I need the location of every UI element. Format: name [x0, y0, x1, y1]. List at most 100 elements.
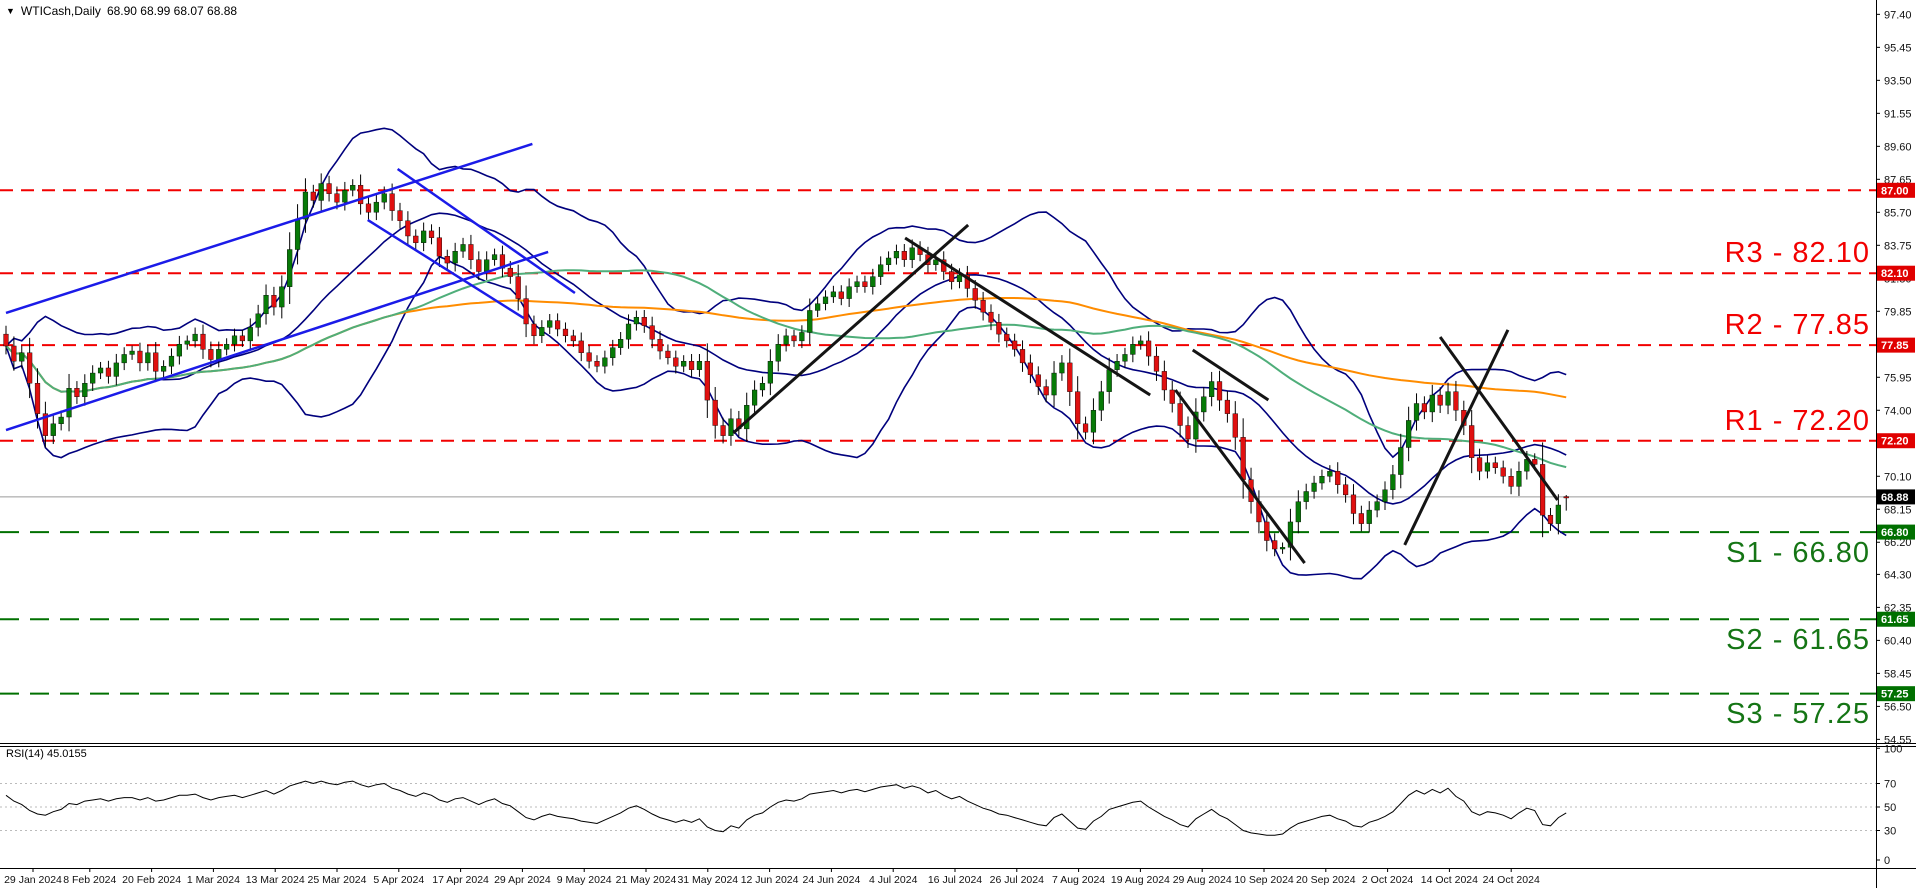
candle-body-up	[909, 247, 915, 260]
candle-body-down	[515, 276, 521, 299]
candle-body-down	[586, 352, 592, 362]
candle-body-up	[192, 333, 198, 342]
y-axis-tick-label: 74.00	[1884, 405, 1912, 417]
candle-body-down	[1012, 340, 1018, 350]
candle-body-down	[1264, 521, 1270, 541]
candle-body-down	[1358, 513, 1364, 524]
candle-body-down	[1043, 386, 1049, 396]
candle-body-down	[1177, 403, 1183, 426]
candle-body-up	[1138, 340, 1144, 345]
candle-body-down	[594, 361, 600, 367]
candle-body-down	[1232, 413, 1238, 438]
y-axis-price-box	[1877, 433, 1915, 449]
candle-body-down	[1421, 403, 1428, 413]
candle-body-up	[113, 362, 119, 377]
rsi-line	[5, 780, 1567, 836]
support-label-s2: S2 - 61.65	[1726, 624, 1870, 656]
candle-body-up	[1382, 489, 1388, 502]
candle-body-up	[1484, 462, 1491, 472]
candle-body-up	[318, 183, 324, 201]
candle-body-down	[1335, 470, 1341, 485]
candle-body-up	[1555, 504, 1561, 524]
candle-body-down	[712, 399, 718, 426]
candle-body-up	[50, 423, 56, 436]
candle-body-up	[19, 352, 25, 362]
candle-body-up	[350, 185, 356, 191]
candle-body-up	[452, 251, 458, 264]
candle-body-up	[1114, 361, 1120, 370]
sma-fast-green-line	[5, 269, 1567, 469]
candle-body-down	[531, 323, 537, 337]
candle-body-down	[1075, 391, 1081, 425]
candle-body-down	[1500, 467, 1506, 477]
candle-body-up	[1406, 420, 1412, 448]
candle-body-down	[673, 357, 679, 367]
bollinger-lower-line	[5, 255, 1567, 580]
y-axis-tick-label: 75.95	[1884, 372, 1912, 384]
candle-body-up	[224, 344, 230, 350]
x-axis-date-label: 2 Oct 2024	[1362, 874, 1414, 886]
candle-body-down	[334, 193, 340, 203]
black-pattern-line-4	[1174, 389, 1306, 564]
candle-body-down	[996, 322, 1002, 335]
candle-body-down	[562, 328, 569, 337]
candle-body-down	[326, 183, 332, 194]
candle-body-up	[58, 416, 64, 425]
candle-body-up	[66, 388, 72, 418]
candle-body-up	[846, 286, 852, 299]
candle-body-up	[728, 418, 734, 436]
candle-body-down	[444, 256, 450, 264]
x-axis-date-label: 1 Mar 2024	[187, 874, 240, 886]
symbol-dropdown-icon[interactable]: ▼	[6, 6, 15, 16]
candle-body-down	[1145, 340, 1152, 357]
candle-body-down	[507, 267, 513, 277]
candle-body-up	[1429, 394, 1435, 413]
y-axis-price-box-label: 66.80	[1881, 527, 1909, 539]
candle-body-down	[137, 350, 143, 364]
y-axis-price-box	[1877, 686, 1915, 702]
y-axis-price-box-label: 72.20	[1881, 436, 1909, 448]
candle-body-down	[1035, 374, 1041, 387]
candle-body-down	[1185, 425, 1191, 440]
candle-body-up	[1413, 403, 1420, 421]
candle-body-down	[1027, 362, 1034, 375]
candle-body-down	[74, 388, 80, 397]
rsi-axis-tick-label: 100	[1884, 743, 1902, 755]
candle-body-down	[358, 185, 364, 205]
candle-body-up	[807, 310, 813, 333]
candle-body-up	[1303, 491, 1309, 502]
candle-body-down	[665, 350, 671, 359]
candle-body-up	[1295, 501, 1301, 523]
candle-body-down	[105, 367, 112, 377]
candle-body-up	[90, 372, 96, 384]
symbol-timeframe-label: WTICash,Daily	[20, 4, 101, 18]
support-label-s1: S1 - 66.80	[1726, 537, 1870, 569]
candle-body-down	[397, 210, 403, 221]
y-axis-tick-label: 85.70	[1884, 207, 1912, 219]
y-axis-tick-label: 91.55	[1884, 108, 1912, 120]
candle-body-up	[1201, 396, 1207, 413]
black-pattern-line-3	[1191, 348, 1270, 402]
black-pattern-line-5	[1403, 329, 1510, 546]
candle-body-up	[625, 323, 632, 340]
candle-body-up	[168, 355, 175, 367]
y-axis-tick-label: 58.45	[1884, 668, 1912, 680]
candle-body-down	[1563, 496, 1569, 499]
x-axis-date-label: 7 Aug 2024	[1052, 874, 1105, 886]
rsi-indicator-label: RSI(14) 45.0155	[6, 748, 87, 760]
chart-title: ▼ WTICash,Daily 68.90 68.99 68.07 68.88	[6, 4, 237, 18]
candle-body-down	[1153, 355, 1160, 372]
black-pattern-line-6	[1438, 336, 1559, 501]
candle-body-up	[854, 281, 860, 287]
candle-body-down	[972, 288, 978, 301]
candle-body-up	[956, 274, 963, 282]
y-axis-tick-label: 60.40	[1884, 635, 1912, 647]
candle-body-up	[744, 404, 750, 430]
candle-body-down	[1437, 394, 1443, 406]
bollinger-upper-line	[5, 127, 1567, 459]
resistance-label-r1: R1 - 72.20	[1724, 405, 1870, 437]
candle-body-up	[216, 349, 222, 360]
rsi-axis-tick-label: 0	[1884, 855, 1890, 867]
y-axis-tick-label: 70.10	[1884, 471, 1912, 483]
candle-body-up	[421, 230, 427, 243]
